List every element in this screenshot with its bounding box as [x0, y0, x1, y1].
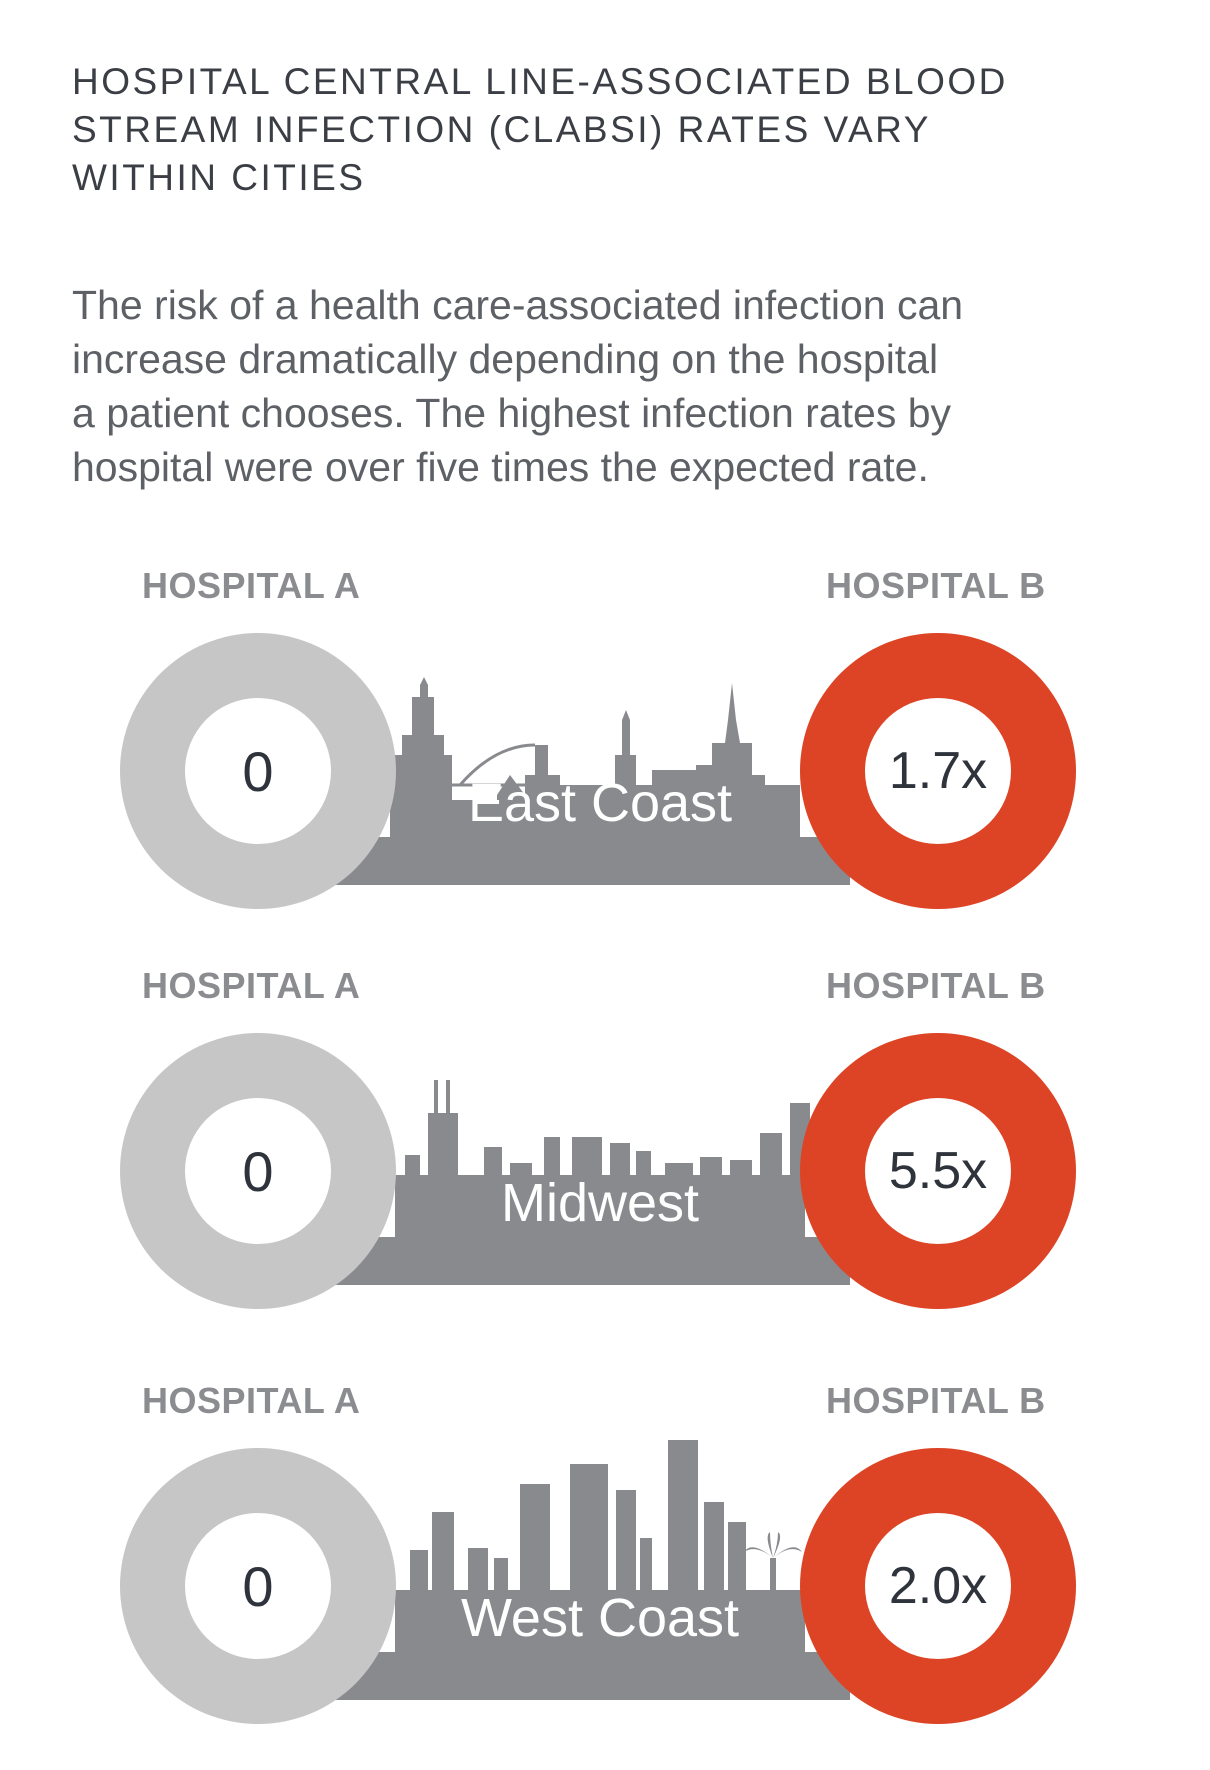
hospital-a-label: HOSPITAL A — [142, 965, 361, 1006]
hospital-b-ring: 2.0x — [800, 1448, 1076, 1724]
hospital-a-label: HOSPITAL A — [142, 1380, 361, 1421]
comparison-west-coast: HOSPITAL A HOSPITAL B 0 2.0x West — [0, 1380, 1210, 1724]
hospital-b-value: 2.0x — [865, 1513, 1011, 1659]
hospital-a-label: HOSPITAL A — [142, 565, 361, 606]
region-label: West Coast — [460, 1588, 740, 1648]
page-title: HOSPITAL CENTRAL LINE-ASSOCIATED BLOOD S… — [72, 58, 1072, 202]
comparison-east-coast: HOSPITAL A HOSPITAL B 0 1.7x East Coast — [0, 565, 1210, 909]
hospital-a-value: 0 — [185, 1098, 331, 1244]
hospital-b-ring: 1.7x — [800, 633, 1076, 909]
region-label: Midwest — [500, 1173, 700, 1233]
comparison-midwest: HOSPITAL A HOSPITAL B 0 5.5x Midwest — [0, 965, 1210, 1309]
hospital-b-ring: 5.5x — [800, 1033, 1076, 1309]
intro-line: The risk of a health care-associated inf… — [72, 282, 964, 328]
region-label: East Coast — [467, 773, 733, 833]
title-line: STREAM INFECTION (CLABSI) RATES VARY — [72, 109, 931, 150]
hospital-a-ring: 0 — [120, 1448, 396, 1724]
intro-line: increase dramatically depending on the h… — [72, 336, 939, 382]
title-line: HOSPITAL CENTRAL LINE-ASSOCIATED BLOOD — [72, 61, 1008, 102]
new-york-skyline-icon — [330, 677, 850, 885]
intro-paragraph: The risk of a health care-associated inf… — [72, 278, 1072, 494]
chicago-skyline-icon — [330, 1080, 850, 1285]
hospital-b-label: HOSPITAL B — [826, 965, 1046, 1006]
hospital-a-ring: 0 — [120, 1033, 396, 1309]
title-line: WITHIN CITIES — [72, 157, 366, 198]
intro-line: hospital were over five times the expect… — [72, 444, 929, 490]
hospital-b-value: 1.7x — [865, 698, 1011, 844]
hospital-b-label: HOSPITAL B — [826, 565, 1046, 606]
hospital-b-value: 5.5x — [865, 1098, 1011, 1244]
hospital-b-label: HOSPITAL B — [826, 1380, 1046, 1421]
intro-line: a patient chooses. The highest infection… — [72, 390, 952, 436]
los-angeles-skyline-icon — [330, 1440, 850, 1700]
hospital-a-value: 0 — [185, 698, 331, 844]
hospital-a-ring: 0 — [120, 633, 396, 909]
hospital-a-value: 0 — [185, 1513, 331, 1659]
